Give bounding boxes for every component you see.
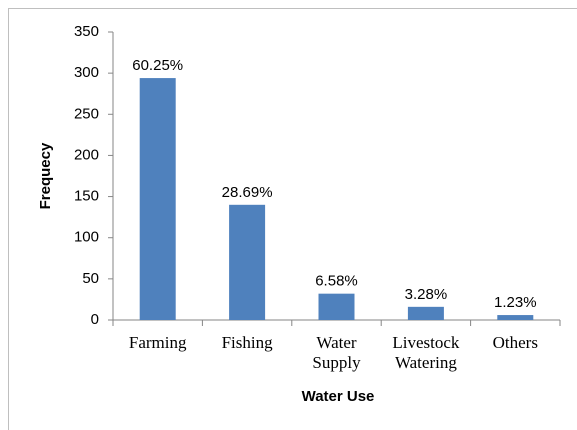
x-tick-label: Livestock Watering <box>392 333 460 372</box>
y-axis-title: Frequecy <box>37 142 54 209</box>
bar <box>407 306 444 320</box>
x-axis-title: Water Use <box>302 388 375 405</box>
y-tick-label: 0 <box>91 311 99 328</box>
x-tick-label: Others <box>493 333 538 352</box>
bar <box>497 315 534 320</box>
y-tick-label: 50 <box>82 270 99 287</box>
data-label: 28.69% <box>222 184 273 201</box>
data-label: 1.23% <box>494 294 537 311</box>
y-tick-label: 100 <box>74 229 99 246</box>
bar <box>229 204 266 320</box>
y-tick-label: 250 <box>74 105 99 122</box>
y-tick-label: 300 <box>74 64 99 81</box>
chart-border <box>8 8 577 430</box>
x-tick-label: Farming <box>129 333 187 352</box>
x-tick-label: Water Supply <box>312 333 361 372</box>
y-tick-label: 150 <box>74 188 99 205</box>
y-tick-label: 200 <box>74 146 99 163</box>
bar <box>318 293 355 320</box>
y-tick-label: 350 <box>74 23 99 40</box>
bar <box>139 78 176 320</box>
x-tick-label: Fishing <box>222 333 274 352</box>
data-label: 6.58% <box>315 273 358 290</box>
data-label: 3.28% <box>405 286 448 303</box>
data-label: 60.25% <box>132 57 183 74</box>
